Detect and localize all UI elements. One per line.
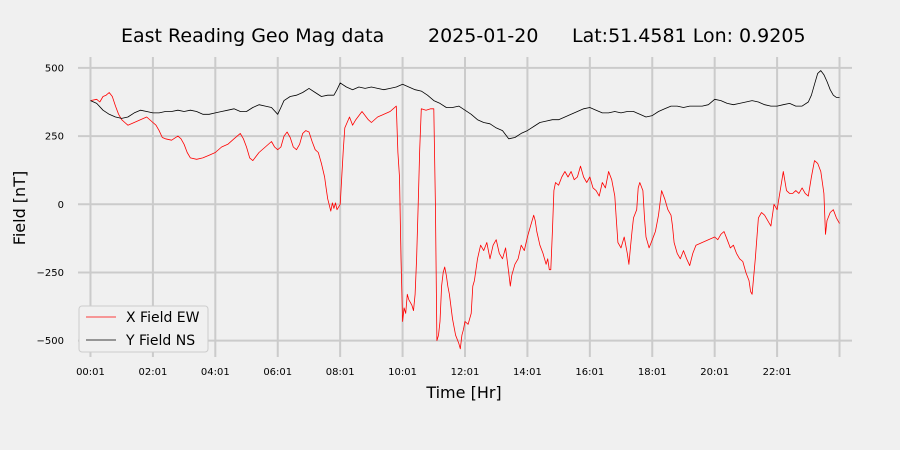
- x-axis-label: Time [Hr]: [425, 383, 501, 402]
- title-date: 2025-01-20: [428, 25, 538, 47]
- grid: [78, 57, 852, 357]
- x-tick-label: 10:01: [388, 367, 417, 378]
- series-line-y-field-ns: [90, 70, 840, 140]
- y-axis-ticks: 500 250 0 −250 −500: [37, 63, 64, 347]
- y-tick-label: −250: [37, 268, 64, 279]
- x-tick-label: 08:01: [326, 367, 355, 378]
- legend-box: [78, 305, 209, 353]
- x-tick-label: 22:01: [763, 367, 792, 378]
- y-tick-label: 250: [45, 132, 64, 143]
- x-tick-label: 02:01: [138, 367, 167, 378]
- legend-label-y-field: Y Field NS: [125, 333, 195, 349]
- x-tick-label: 16:01: [575, 367, 604, 378]
- x-tick-label: 12:01: [451, 367, 480, 378]
- x-tick-label: 20:01: [700, 367, 729, 378]
- x-tick-label: 04:01: [201, 367, 230, 378]
- chart-title: East Reading Geo Mag data 2025-01-20 Lat…: [121, 25, 806, 47]
- x-tick-label: 18:01: [638, 367, 667, 378]
- y-tick-label: 0: [58, 200, 64, 211]
- y-tick-label: −500: [37, 336, 64, 347]
- x-tick-label: 14:01: [513, 367, 542, 378]
- title-station: East Reading Geo Mag data: [121, 25, 384, 47]
- legend: X Field EW Y Field NS: [78, 305, 209, 353]
- plot-series: [90, 70, 840, 350]
- title-location: Lat:51.4581 Lon: 0.9205: [572, 25, 806, 47]
- y-tick-label: 500: [45, 63, 64, 74]
- x-axis-ticks: 00:01 02:01 04:01 06:01 08:01 10:01 12:01 14:01…: [76, 367, 791, 378]
- x-tick-label: 06:01: [263, 367, 292, 378]
- x-tick-label: 00:01: [76, 367, 105, 378]
- legend-label-x-field: X Field EW: [126, 310, 200, 326]
- series-line-x-field-ew: [90, 92, 840, 350]
- y-axis-label: Field [nT]: [10, 171, 29, 245]
